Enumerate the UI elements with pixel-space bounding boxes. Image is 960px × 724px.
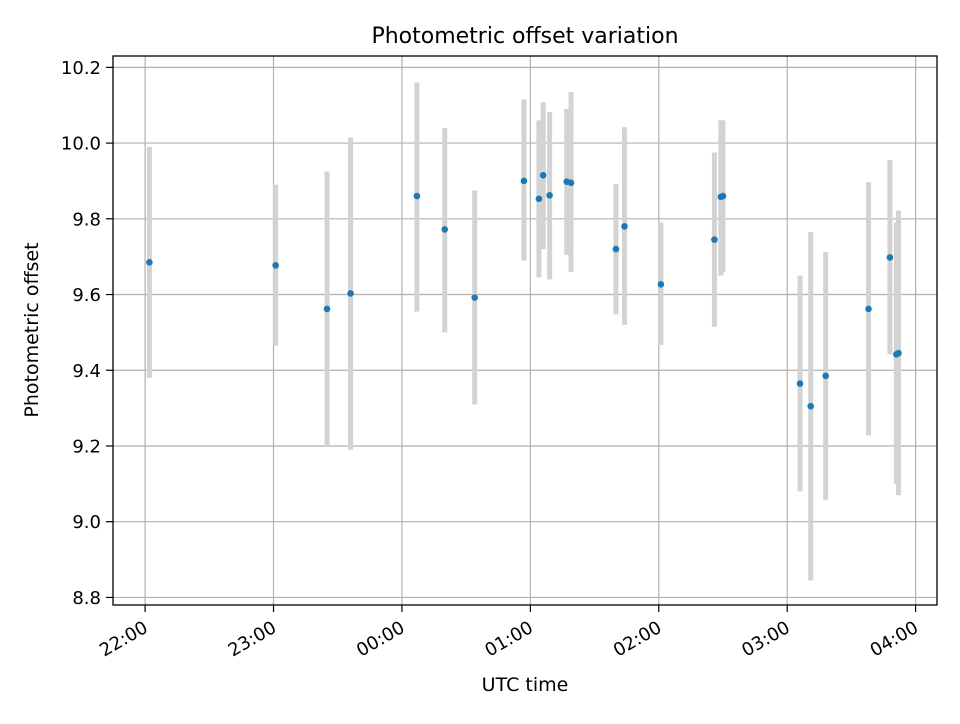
data-point	[272, 262, 279, 269]
data-point	[567, 179, 575, 187]
y-tick-label: 9.8	[72, 209, 101, 230]
data-point	[612, 245, 620, 253]
y-tick-label: 9.0	[72, 512, 101, 533]
x-tick-label: 01:00	[481, 617, 536, 661]
plot-frame	[112, 55, 938, 606]
y-tick-label: 9.6	[72, 285, 101, 306]
y-tick-label: 10.2	[61, 58, 101, 79]
x-axis-ticks: 22:00 23:00 00:00 01:00 02:00 03:00 04:00	[96, 605, 922, 661]
data-point	[657, 281, 665, 288]
x-tick-label: 03:00	[738, 617, 793, 661]
data-point	[796, 380, 804, 387]
x-tick-label: 23:00	[225, 617, 280, 661]
y-tick-label: 8.8	[72, 588, 101, 609]
x-tick-label: 00:00	[353, 617, 408, 661]
data-point	[865, 305, 872, 313]
chart-title: Photometric offset variation	[371, 24, 678, 49]
y-axis-ticks: 8.8 9.0 9.2 9.4 9.6 9.8 10.0 10.2	[61, 58, 113, 609]
data-point	[539, 171, 547, 179]
data-point	[711, 236, 718, 243]
data-point	[807, 402, 815, 410]
data-point	[471, 294, 479, 301]
x-tick-label: 02:00	[610, 617, 665, 661]
data-point	[146, 259, 153, 266]
x-axis-label: UTC time	[482, 674, 569, 696]
x-tick-label: 22:00	[96, 617, 151, 661]
data-point	[546, 192, 553, 199]
error-bars	[146, 82, 901, 581]
data-point	[886, 254, 894, 261]
data-point	[323, 305, 331, 313]
y-tick-label: 10.0	[61, 134, 101, 155]
y-tick-label: 9.4	[72, 361, 101, 382]
data-point	[822, 372, 830, 380]
y-axis-label: Photometric offset	[21, 242, 43, 417]
data-point	[441, 226, 449, 233]
data-points	[146, 171, 902, 410]
data-point	[413, 192, 421, 200]
data-point	[535, 195, 543, 203]
data-point	[520, 177, 528, 185]
data-point	[347, 290, 354, 297]
y-tick-label: 9.2	[72, 436, 101, 457]
data-point	[621, 223, 628, 230]
x-tick-label: 04:00	[867, 617, 922, 661]
data-point	[895, 349, 902, 357]
data-point	[719, 192, 727, 200]
